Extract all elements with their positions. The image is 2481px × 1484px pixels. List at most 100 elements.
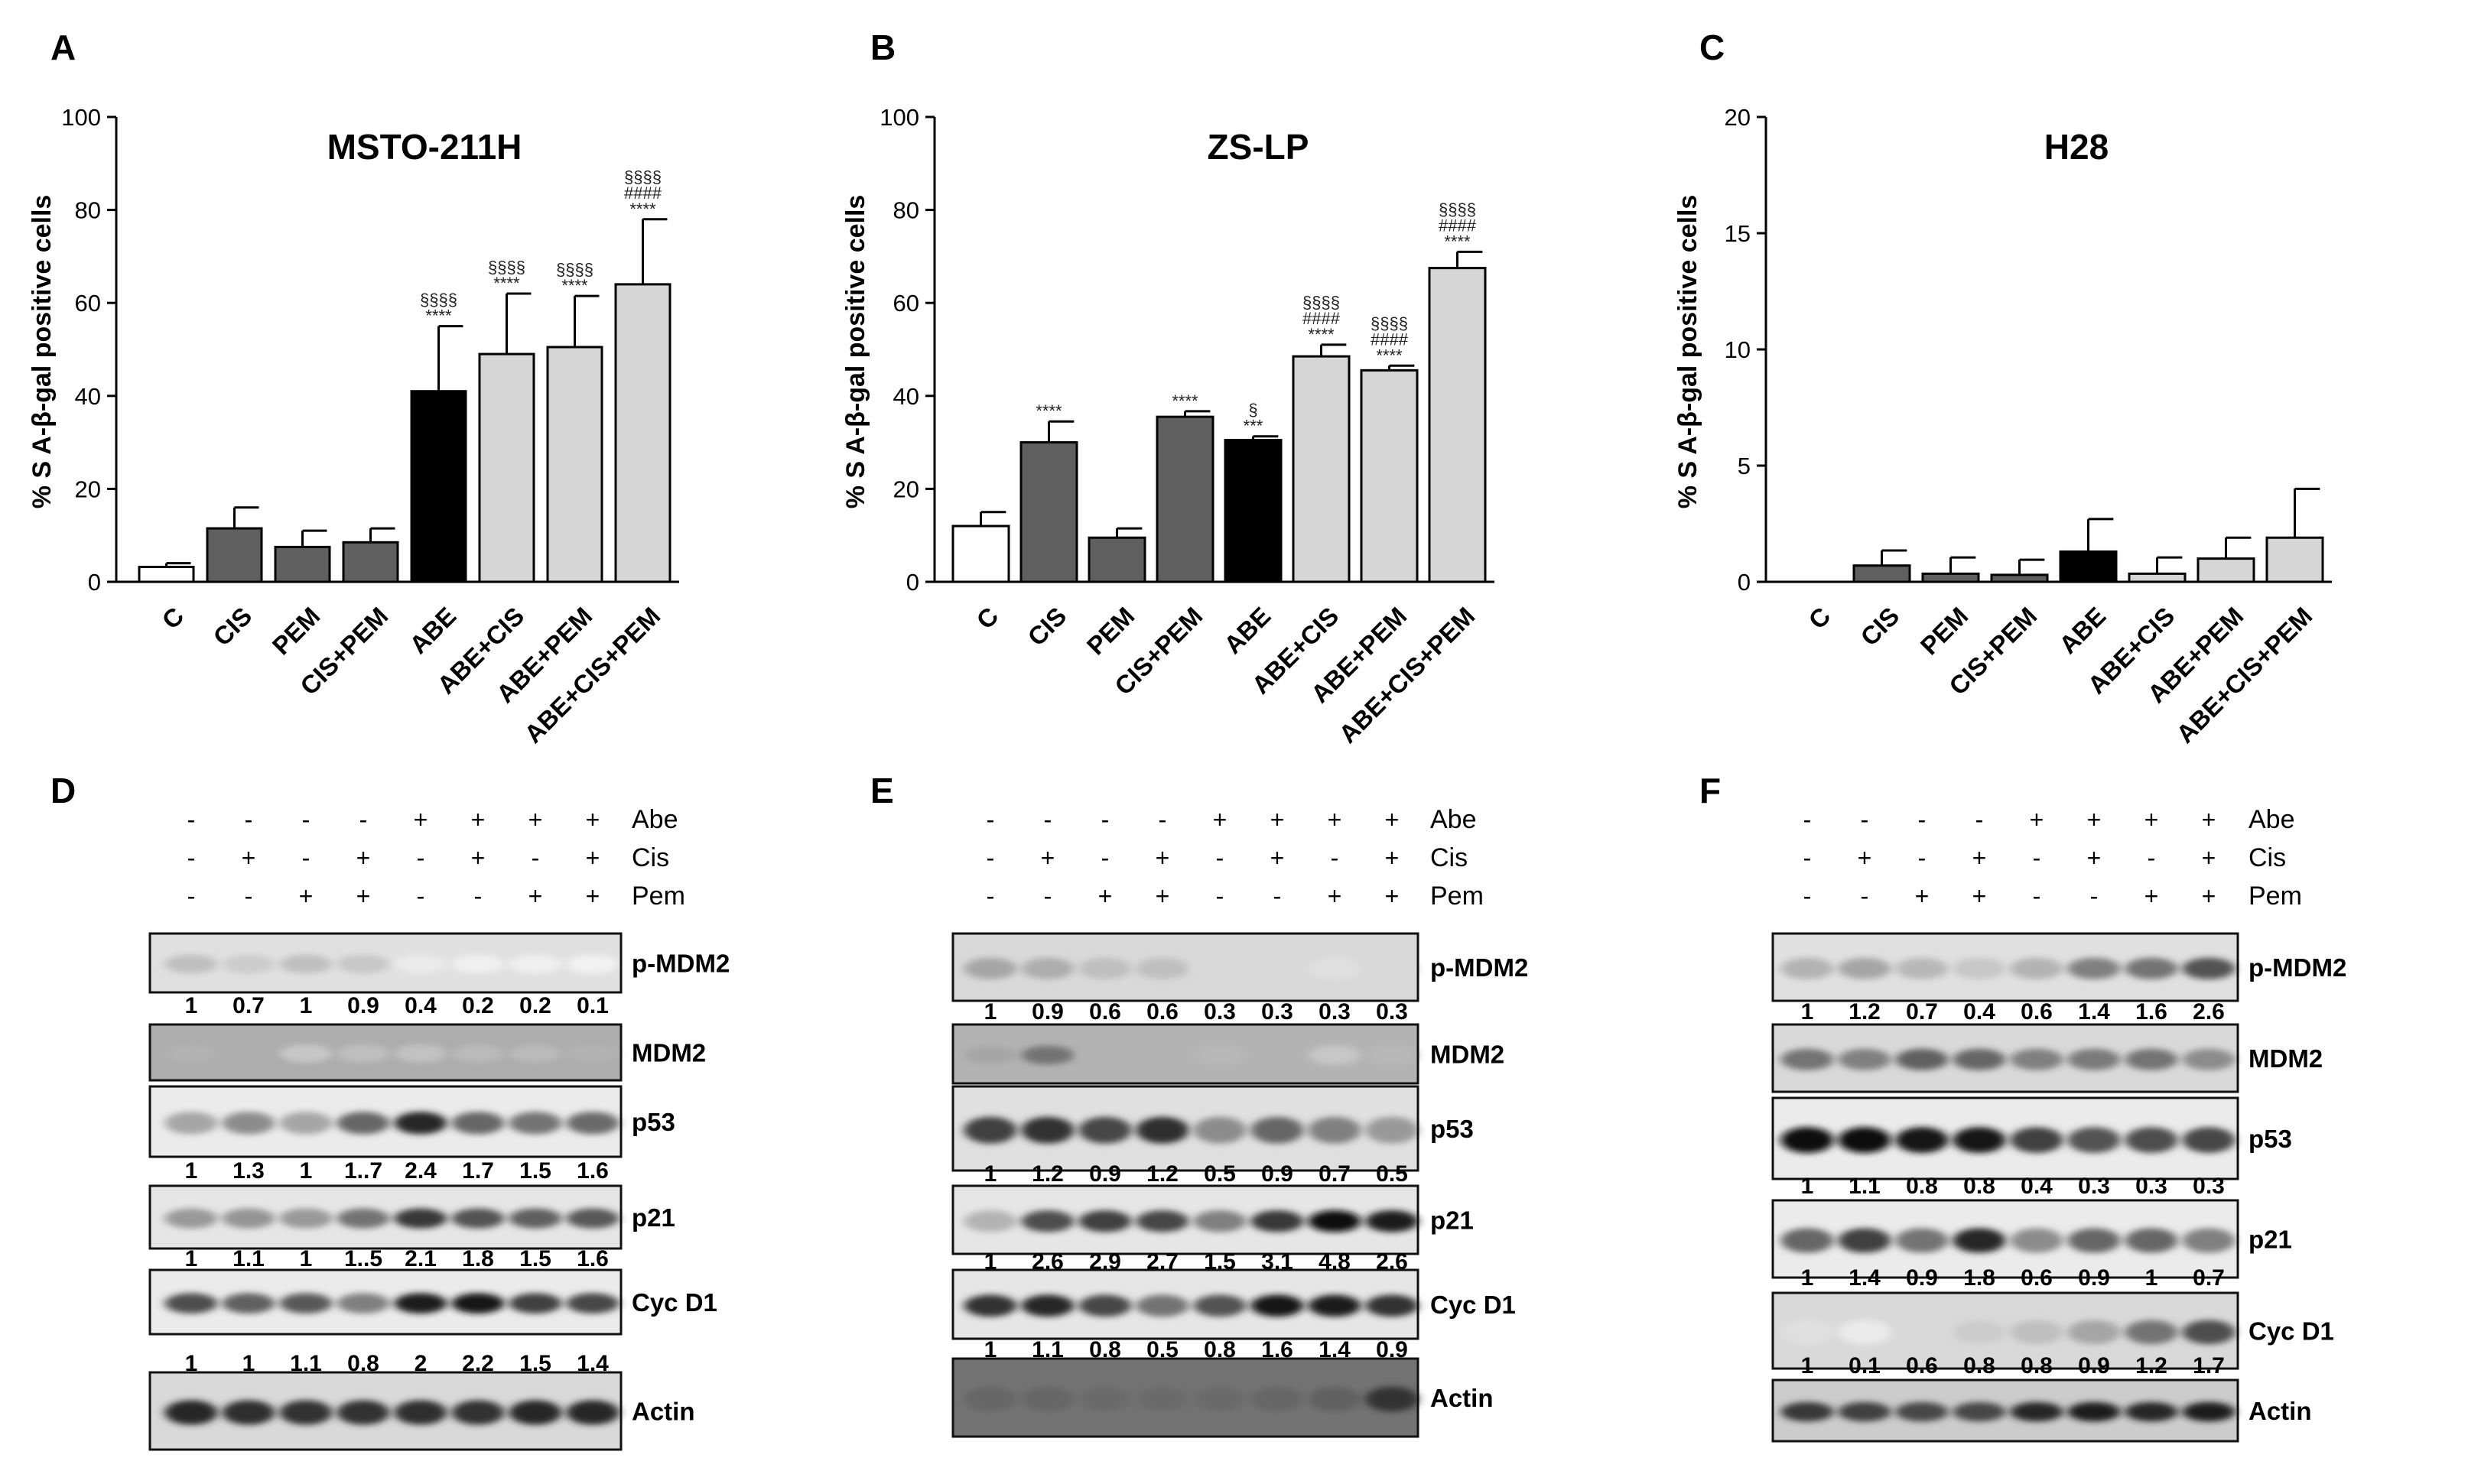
bar-abe-cis xyxy=(478,352,535,583)
blot-band xyxy=(394,954,447,974)
blot-band xyxy=(1953,1228,2006,1253)
blot-band xyxy=(222,1044,275,1063)
western-blots: - - - - + + + + Abe - + - + - + - + Cis - - + + - - + + Pem p-MDM2 1… xyxy=(148,805,2346,1451)
significance-label: § xyxy=(1248,401,1257,420)
blot-band xyxy=(1250,1116,1304,1144)
blot-band xyxy=(279,1293,333,1314)
blot-band xyxy=(1136,1210,1189,1232)
blot-band xyxy=(1078,1116,1132,1144)
treatment-sign: - xyxy=(1159,806,1167,833)
panel-letter-e: E xyxy=(870,771,894,810)
blot-band xyxy=(1838,1401,1891,1422)
blot-band xyxy=(1308,1386,1361,1412)
blot-band xyxy=(1250,1386,1304,1412)
densitometry-value: 1.3 xyxy=(232,1158,265,1184)
treatment-sign: - xyxy=(2033,844,2041,872)
blot-band xyxy=(1136,1116,1189,1144)
blot-band xyxy=(1365,1045,1419,1065)
blot-band xyxy=(222,1400,275,1425)
protein-label: Cyc D1 xyxy=(632,1288,717,1317)
blot-frame xyxy=(148,1085,623,1158)
densitometry-value: 0.1 xyxy=(577,993,609,1018)
blot-band xyxy=(1780,1127,1834,1154)
blot-band xyxy=(509,954,562,974)
densitometry-value: 0.9 xyxy=(2078,1265,2110,1291)
treatment-sign: - xyxy=(2033,882,2041,910)
treatment-sign: - xyxy=(987,882,995,910)
densitometry-value: 1.6 xyxy=(2135,999,2167,1025)
treatment-sign: - xyxy=(1216,882,1224,910)
blot-panel-f: - - - - + + + + Abe - + - + - + - + Cis - - + + - - + + Pem p-MDM2 1… xyxy=(1771,805,2346,1443)
blot-band xyxy=(2067,1228,2121,1253)
blot-band xyxy=(1308,1116,1361,1144)
blot-band xyxy=(337,1400,390,1425)
protein-label: p-MDM2 xyxy=(1430,953,1528,982)
blot-band xyxy=(1365,957,1419,979)
significance-label: **** xyxy=(1444,232,1471,251)
blot-band xyxy=(337,1044,390,1063)
significance-label: **** xyxy=(1036,401,1062,421)
y-tick-label: 5 xyxy=(1738,453,1751,479)
densitometry-value: 1.6 xyxy=(577,1246,609,1271)
treatment-sign: - xyxy=(1918,806,1927,833)
treatment-sign: + xyxy=(471,844,486,872)
blot-frame xyxy=(951,1184,1419,1255)
densitometry-value: 1 xyxy=(2145,1265,2158,1291)
blot-band xyxy=(1193,1210,1247,1232)
densitometry-value: 1 xyxy=(185,993,198,1018)
blot-band xyxy=(1021,957,1075,979)
treatment-sign: - xyxy=(417,844,425,872)
treatment-sign: + xyxy=(356,844,371,872)
treatment-label-cis: Cis xyxy=(2249,843,2286,872)
bar-cis xyxy=(206,527,263,583)
treatment-sign: + xyxy=(1270,806,1285,833)
blot-frame xyxy=(951,1085,1419,1172)
treatment-sign: + xyxy=(2202,806,2216,833)
blot-band xyxy=(566,954,619,974)
densitometry-value: 2.1 xyxy=(405,1246,437,1271)
densitometry-value: 0.3 xyxy=(2193,1174,2225,1199)
blot-band xyxy=(1250,1294,1304,1317)
treatment-sign: + xyxy=(2144,882,2159,910)
densitometry-value: 1.1 xyxy=(232,1246,265,1271)
blot-band xyxy=(509,1293,562,1314)
densitometry-value: 0.4 xyxy=(405,993,437,1018)
densitometry-value: 0.9 xyxy=(347,993,379,1018)
blot-band xyxy=(1838,957,1891,979)
blot-band xyxy=(1308,957,1361,979)
blot-band xyxy=(1308,1045,1361,1065)
treatment-sign: + xyxy=(528,806,543,833)
bar-pem xyxy=(1088,536,1146,583)
blot-band xyxy=(1365,1210,1419,1232)
densitometry-value: 1.6 xyxy=(577,1158,609,1184)
blot-frame xyxy=(951,932,1419,1002)
significance-label: §§§§ xyxy=(556,260,593,279)
treatment-sign: + xyxy=(414,806,428,833)
treatment-sign: - xyxy=(1861,882,1869,910)
blot-band xyxy=(222,1112,275,1135)
blot-row-actin: Actin xyxy=(1771,1378,2312,1443)
bar-c xyxy=(138,566,195,583)
treatment-label-cis: Cis xyxy=(1430,843,1468,872)
treatment-sign: - xyxy=(302,806,311,833)
blot-frame xyxy=(1771,1378,2239,1443)
densitometry-value: 0.3 xyxy=(2135,1174,2167,1199)
treatment-sign: - xyxy=(417,882,425,910)
densitometry-value: 1 xyxy=(242,1351,255,1376)
densitometry-value: 1.7 xyxy=(462,1158,494,1184)
bar-abe-cis-pem xyxy=(1428,267,1487,583)
treatment-sign: - xyxy=(245,806,253,833)
blot-band xyxy=(222,1208,275,1229)
bar-abe-cis-pem xyxy=(614,283,671,583)
protein-label: p53 xyxy=(2249,1125,2292,1153)
densitometry-value: 0.8 xyxy=(1963,1353,1995,1378)
chart-a-ylabel: % S A-β-gal positive cells xyxy=(28,195,57,509)
protein-label: p21 xyxy=(1430,1206,1474,1235)
bar-pem xyxy=(274,545,331,583)
densitometry-value: 1 xyxy=(984,999,997,1025)
bar-cis-pem xyxy=(1990,573,2049,583)
blot-band xyxy=(2067,1401,2121,1422)
treatment-sign: + xyxy=(242,844,256,872)
treatment-sign: + xyxy=(2202,882,2216,910)
